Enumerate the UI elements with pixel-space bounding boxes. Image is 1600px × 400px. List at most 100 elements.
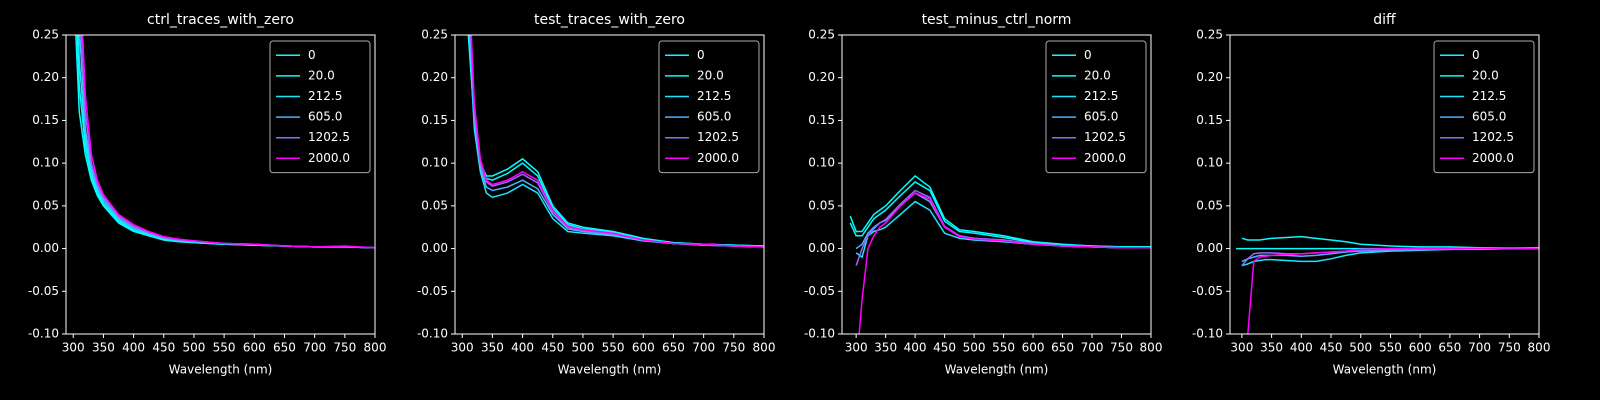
legend-label: 2000.0 <box>697 151 739 165</box>
legend: 0 20.0 212.5 605.0 1202.5 2000.0 <box>658 40 760 174</box>
x-tick-label: 550 <box>1379 341 1402 355</box>
y-tick-label: -0.05 <box>1192 284 1223 298</box>
y-tick-label: 0.10 <box>1196 156 1223 170</box>
x-tick-label: 450 <box>152 341 175 355</box>
legend-label: 0 <box>697 48 705 62</box>
legend-box <box>658 40 760 174</box>
y-tick-label: 0.05 <box>808 198 835 212</box>
y-tick-label: 0.05 <box>1196 198 1223 212</box>
lines <box>75 35 375 249</box>
series-line <box>858 192 1151 334</box>
legend-label: 212.5 <box>1472 89 1506 103</box>
y-tick-label: 0.15 <box>808 113 835 127</box>
x-tick-label: 300 <box>451 341 474 355</box>
y-tick-label: 0.20 <box>808 70 835 84</box>
y-tick-label: -0.05 <box>417 284 448 298</box>
x-tick-label: 750 <box>1110 341 1133 355</box>
lines <box>849 174 1151 334</box>
legend-label: 20.0 <box>308 68 335 82</box>
axes-frame <box>65 34 376 335</box>
legend-label: 2000.0 <box>1472 151 1514 165</box>
y-tick-label: -0.10 <box>417 327 448 341</box>
legend-label: 212.5 <box>1084 89 1118 103</box>
x-tick-label: 400 <box>904 341 927 355</box>
x-tick-label: 300 <box>1230 341 1253 355</box>
legend-label: 0 <box>308 48 316 62</box>
x-tick-label: 600 <box>1409 341 1432 355</box>
y-tick-label: 0.05 <box>421 198 448 212</box>
x-tick-label: 500 <box>963 341 986 355</box>
x-tick-label: 400 <box>511 341 534 355</box>
legend: 0 20.0 212.5 605.0 1202.5 2000.0 <box>1045 40 1147 174</box>
y-tick-label: 0.25 <box>808 28 835 42</box>
y-tick-label: 0.25 <box>1196 28 1223 42</box>
x-tick-label: 550 <box>213 341 236 355</box>
legend-label: 0 <box>1084 48 1092 62</box>
y-tick-label: 0.00 <box>32 241 59 255</box>
y-tick-label: 0.25 <box>421 28 448 42</box>
x-tick-label: 700 <box>1468 341 1491 355</box>
legend-label: 2000.0 <box>1084 151 1126 165</box>
x-tick-label: 800 <box>1140 341 1163 355</box>
y-tick-label: 0.00 <box>808 241 835 255</box>
legend-label: 2000.0 <box>308 151 350 165</box>
x-tick-label: 300 <box>845 341 868 355</box>
y-tick-label: 0.20 <box>1196 70 1223 84</box>
x-tick-label: 500 <box>1349 341 1372 355</box>
x-tick-label: 700 <box>1081 341 1104 355</box>
legend-label: 1202.5 <box>308 130 350 144</box>
x-tick-label: 300 <box>62 341 85 355</box>
subplot: ctrl_traces_with_zero Wavelength (nm) -0.1… <box>28 12 387 377</box>
legend-box <box>1045 40 1147 174</box>
legend-label: 605.0 <box>308 110 342 124</box>
axes-frame <box>454 34 765 335</box>
x-tick-label: 800 <box>753 341 776 355</box>
x-tick-label: 700 <box>692 341 715 355</box>
legend-label: 0 <box>1472 48 1480 62</box>
y-tick-label: -0.10 <box>804 327 835 341</box>
x-tick-label: 700 <box>303 341 326 355</box>
chart-title: ctrl_traces_with_zero <box>147 12 294 28</box>
x-axis-label: Wavelength (nm) <box>945 363 1049 377</box>
x-tick-label: 650 <box>1051 341 1074 355</box>
x-tick-label: 450 <box>1320 341 1343 355</box>
y-tick-label: 0.05 <box>32 198 59 212</box>
legend: 0 20.0 212.5 605.0 1202.5 2000.0 <box>1433 40 1535 174</box>
x-axis-label: Wavelength (nm) <box>558 363 662 377</box>
y-tick-label: -0.05 <box>28 284 59 298</box>
x-tick-label: 600 <box>243 341 266 355</box>
x-tick-label: 650 <box>273 341 296 355</box>
x-tick-label: 550 <box>992 341 1015 355</box>
x-tick-label: 750 <box>722 341 745 355</box>
y-tick-label: 0.20 <box>32 70 59 84</box>
x-axis-label: Wavelength (nm) <box>1333 363 1437 377</box>
x-tick-label: 800 <box>1528 341 1551 355</box>
x-tick-label: 450 <box>541 341 564 355</box>
legend-label: 605.0 <box>697 110 731 124</box>
x-tick-label: 400 <box>1290 341 1313 355</box>
y-tick-label: 0.10 <box>808 156 835 170</box>
subplot: diff Wavelength (nm) -0.10 -0.05 0.00 0.05 0.1… <box>1192 12 1551 377</box>
lines <box>1235 235 1539 334</box>
y-tick-label: -0.05 <box>804 284 835 298</box>
x-tick-label: 600 <box>632 341 655 355</box>
chart-title: test_traces_with_zero <box>534 12 685 28</box>
x-tick-label: 350 <box>92 341 115 355</box>
subplot: test_traces_with_zero Wavelength (nm) -0.1… <box>417 12 776 377</box>
y-tick-label: 0.00 <box>421 241 448 255</box>
x-tick-label: 500 <box>182 341 205 355</box>
x-tick-label: 500 <box>571 341 594 355</box>
x-axis-label: Wavelength (nm) <box>169 363 273 377</box>
legend-box <box>269 40 371 174</box>
axes-frame <box>1229 34 1540 335</box>
y-tick-label: 0.15 <box>32 113 59 127</box>
legend-label: 20.0 <box>1472 68 1499 82</box>
legend-label: 20.0 <box>697 68 724 82</box>
legend-label: 1202.5 <box>697 130 739 144</box>
x-tick-label: 600 <box>1022 341 1045 355</box>
series-line <box>1241 235 1539 249</box>
x-tick-label: 800 <box>364 341 387 355</box>
